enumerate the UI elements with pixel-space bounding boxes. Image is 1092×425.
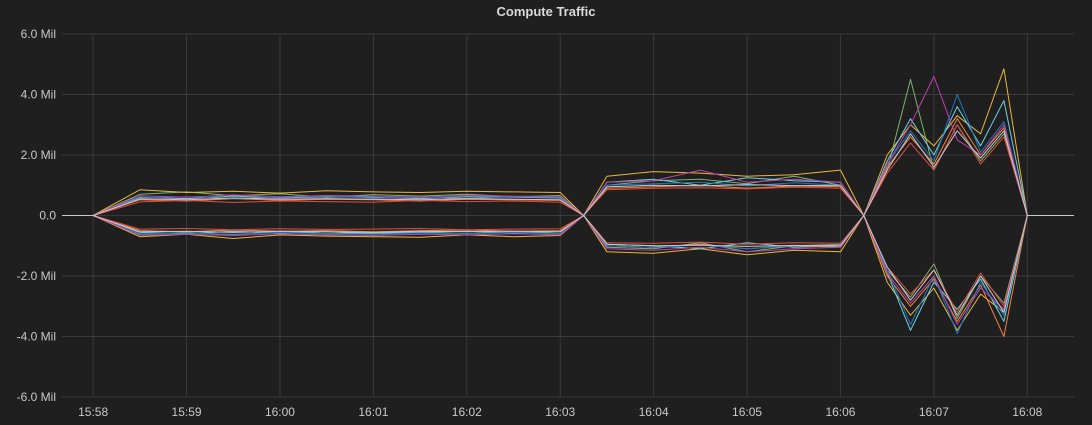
x-tick-label: 15:58 <box>78 405 108 419</box>
series-line-s6-tx[interactable] <box>62 215 1074 334</box>
x-tick-label: 16:06 <box>825 405 855 419</box>
series-line-s5-tx[interactable] <box>62 215 1074 313</box>
series-layer <box>62 68 1074 337</box>
chart-title: Compute Traffic <box>496 4 596 19</box>
series-line-s3-tx[interactable] <box>62 215 1074 331</box>
x-tick-label: 16:05 <box>732 405 762 419</box>
y-tick-label: -2.0 Mil <box>17 269 56 283</box>
x-tick-label: 16:04 <box>639 405 669 419</box>
series-line-s5-rx[interactable] <box>62 124 1074 216</box>
y-tick-label: 6.0 Mil <box>21 27 56 41</box>
x-tick-label: 15:59 <box>172 405 202 419</box>
series-line-s3-rx[interactable] <box>62 100 1074 216</box>
series-line-s8-rx[interactable] <box>62 130 1074 216</box>
x-tick-label: 16:01 <box>358 405 388 419</box>
series-line-s6-rx[interactable] <box>62 94 1074 216</box>
y-tick-label: -4.0 Mil <box>17 330 56 344</box>
x-tick-label: 16:07 <box>919 405 949 419</box>
series-line-s7-tx[interactable] <box>62 215 1074 325</box>
axis-layer: 6.0 Mil 4.0 Mil 2.0 Mil 0.0 -2.0 Mil -4.0 Mil… <box>17 27 1043 419</box>
x-tick-label: 16:00 <box>265 405 295 419</box>
x-tick-label: 16:02 <box>452 405 482 419</box>
series-line-s7-rx[interactable] <box>62 75 1074 216</box>
y-tick-label: 2.0 Mil <box>21 148 56 162</box>
series-line-s8-tx[interactable] <box>62 215 1074 316</box>
grid-layer <box>62 33 1074 398</box>
x-tick-label: 16:08 <box>1012 405 1042 419</box>
y-tick-label: -6.0 Mil <box>17 390 56 404</box>
series-line-s2-tx[interactable] <box>62 215 1074 331</box>
series-line-s2-rx[interactable] <box>62 68 1074 216</box>
series-line-s4-rx[interactable] <box>62 118 1074 216</box>
x-tick-label: 16:03 <box>545 405 575 419</box>
y-tick-label: 4.0 Mil <box>21 88 56 102</box>
y-tick-label: 0.0 <box>39 209 56 223</box>
